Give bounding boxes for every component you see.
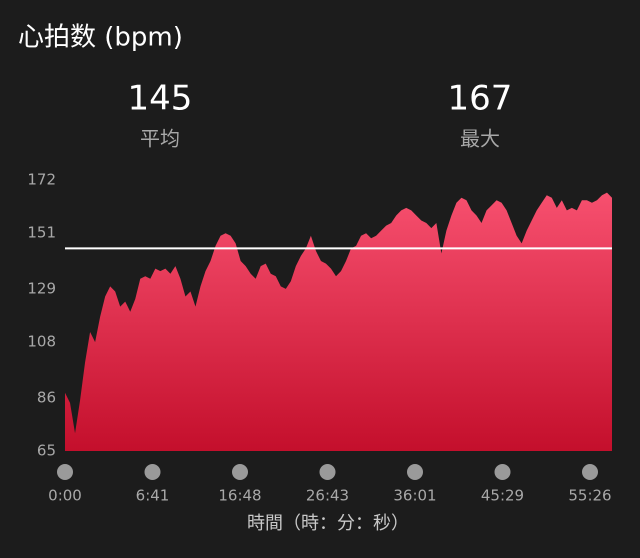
x-tick-label: 16:48 <box>218 487 261 505</box>
x-tick-dot <box>232 464 248 480</box>
x-tick-dot <box>57 464 73 480</box>
y-tick-label: 65 <box>37 442 56 460</box>
stat-label: 平均 <box>140 127 180 151</box>
x-tick-dot <box>582 464 598 480</box>
x-tick-dot <box>144 464 161 480</box>
y-tick-label: 108 <box>27 333 56 351</box>
chart-title: 心拍数 (bpm) <box>18 23 183 53</box>
x-tick-label: 6:41 <box>136 487 170 505</box>
stat-label: 最大 <box>460 127 500 151</box>
x-tick-label: 36:01 <box>393 487 436 505</box>
x-tick-label: 26:43 <box>306 487 349 505</box>
y-tick-label: 172 <box>27 171 56 189</box>
x-tick-label: 45:29 <box>481 487 524 505</box>
x-tick-dot <box>494 464 511 480</box>
x-tick-label: 0:00 <box>48 487 82 505</box>
x-tick-dot <box>319 464 336 480</box>
x-tick-label: 55:26 <box>568 487 611 505</box>
x-tick-dot <box>407 464 423 480</box>
stat-value: 167 <box>448 79 513 119</box>
x-axis-label: 時間（時：分：秒） <box>247 513 409 534</box>
area <box>65 192 612 451</box>
y-tick-label: 129 <box>27 279 56 297</box>
y-tick-label: 86 <box>37 388 56 406</box>
y-tick-label: 151 <box>27 224 56 242</box>
stat-value: 145 <box>128 79 193 119</box>
